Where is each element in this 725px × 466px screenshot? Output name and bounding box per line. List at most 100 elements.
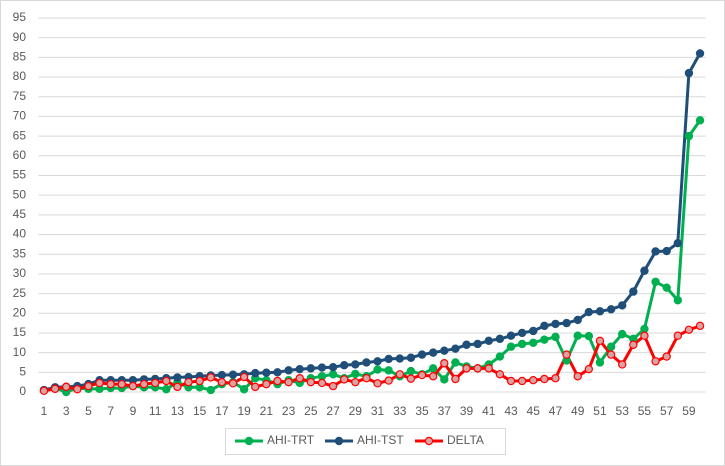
point-marker — [451, 358, 460, 367]
x-tick-label: 21 — [260, 404, 274, 418]
point-marker — [651, 277, 660, 286]
legend-marker — [424, 436, 434, 446]
point-marker — [673, 238, 683, 248]
y-tick-label: 45 — [13, 207, 27, 221]
y-tick-label: 30 — [13, 266, 27, 280]
point-marker — [506, 376, 516, 386]
point-marker — [562, 350, 571, 359]
point-marker — [317, 363, 327, 372]
point-marker — [573, 372, 582, 381]
point-marker — [695, 116, 705, 125]
point-marker — [295, 374, 304, 383]
point-marker — [195, 376, 204, 386]
point-marker — [595, 336, 605, 346]
point-marker — [473, 364, 482, 373]
y-tick-label: 80 — [13, 69, 27, 83]
point-marker — [529, 326, 538, 336]
point-marker — [462, 340, 471, 349]
y-tick-label: 20 — [13, 305, 27, 319]
point-marker — [673, 296, 683, 305]
point-marker — [95, 378, 104, 388]
point-marker — [517, 376, 527, 386]
point-marker — [384, 376, 393, 385]
point-marker — [673, 331, 683, 340]
point-marker — [206, 385, 215, 395]
point-marker — [495, 370, 505, 379]
point-marker — [340, 361, 349, 370]
point-marker — [61, 382, 71, 392]
point-marker — [606, 305, 616, 314]
x-tick-label: 7 — [107, 404, 114, 418]
point-marker — [584, 364, 594, 374]
point-marker — [395, 370, 404, 379]
x-tick-label: 23 — [282, 404, 296, 418]
point-marker — [284, 377, 293, 387]
point-marker — [595, 358, 605, 367]
point-marker — [495, 334, 505, 344]
x-tick-label: 25 — [304, 404, 318, 418]
y-tick-label: 75 — [13, 89, 27, 103]
point-marker — [217, 370, 227, 380]
point-marker — [184, 377, 193, 387]
point-marker — [529, 375, 538, 385]
point-marker — [551, 319, 560, 329]
x-tick-label: 35 — [415, 404, 429, 418]
point-marker — [562, 318, 571, 328]
point-marker — [351, 360, 360, 369]
y-tick-label: 0 — [19, 384, 26, 398]
point-marker — [540, 321, 549, 331]
x-tick-label: 11 — [149, 404, 162, 418]
point-marker — [506, 331, 516, 340]
point-marker — [351, 369, 360, 379]
point-marker — [262, 368, 271, 377]
point-marker — [651, 357, 660, 366]
x-tick-label: 53 — [616, 404, 630, 418]
point-marker — [173, 373, 182, 382]
point-marker — [440, 346, 449, 355]
point-marker — [651, 247, 660, 256]
point-marker — [618, 301, 627, 310]
point-marker — [251, 382, 260, 392]
x-tick-label: 19 — [237, 404, 251, 418]
legend-marker — [244, 436, 254, 446]
point-marker — [473, 339, 482, 349]
point-marker — [284, 366, 293, 375]
x-tick-label: 59 — [682, 404, 696, 418]
y-tick-label: 35 — [13, 246, 27, 260]
legend-label: AHI-TRT — [267, 433, 315, 447]
point-marker — [373, 357, 382, 366]
point-marker — [273, 376, 282, 386]
point-marker — [618, 360, 627, 369]
point-marker — [551, 332, 560, 342]
point-marker — [306, 377, 316, 387]
point-marker — [384, 366, 393, 375]
y-tick-label: 90 — [13, 30, 27, 44]
point-marker — [440, 375, 449, 384]
point-marker — [540, 374, 549, 384]
point-marker — [73, 385, 82, 394]
point-marker — [84, 381, 93, 391]
y-tick-label: 25 — [13, 286, 27, 300]
point-marker — [251, 368, 260, 378]
x-tick-label: 37 — [438, 404, 452, 418]
point-marker — [640, 331, 649, 340]
point-marker — [106, 379, 115, 389]
y-tick-label: 15 — [13, 325, 27, 339]
point-marker — [228, 379, 238, 388]
legend-marker — [334, 436, 344, 446]
point-marker — [451, 344, 460, 353]
point-marker — [506, 342, 516, 351]
point-marker — [640, 266, 649, 275]
point-marker — [606, 350, 616, 359]
point-marker — [495, 352, 505, 361]
point-marker — [540, 335, 549, 344]
point-marker — [695, 321, 705, 331]
point-marker — [39, 386, 49, 396]
point-marker — [139, 379, 149, 389]
legend-box — [225, 428, 506, 455]
point-marker — [295, 364, 304, 374]
point-marker — [584, 307, 594, 317]
x-tick-label: 45 — [527, 404, 541, 418]
legend-label: DELTA — [447, 433, 484, 447]
point-marker — [328, 381, 338, 391]
